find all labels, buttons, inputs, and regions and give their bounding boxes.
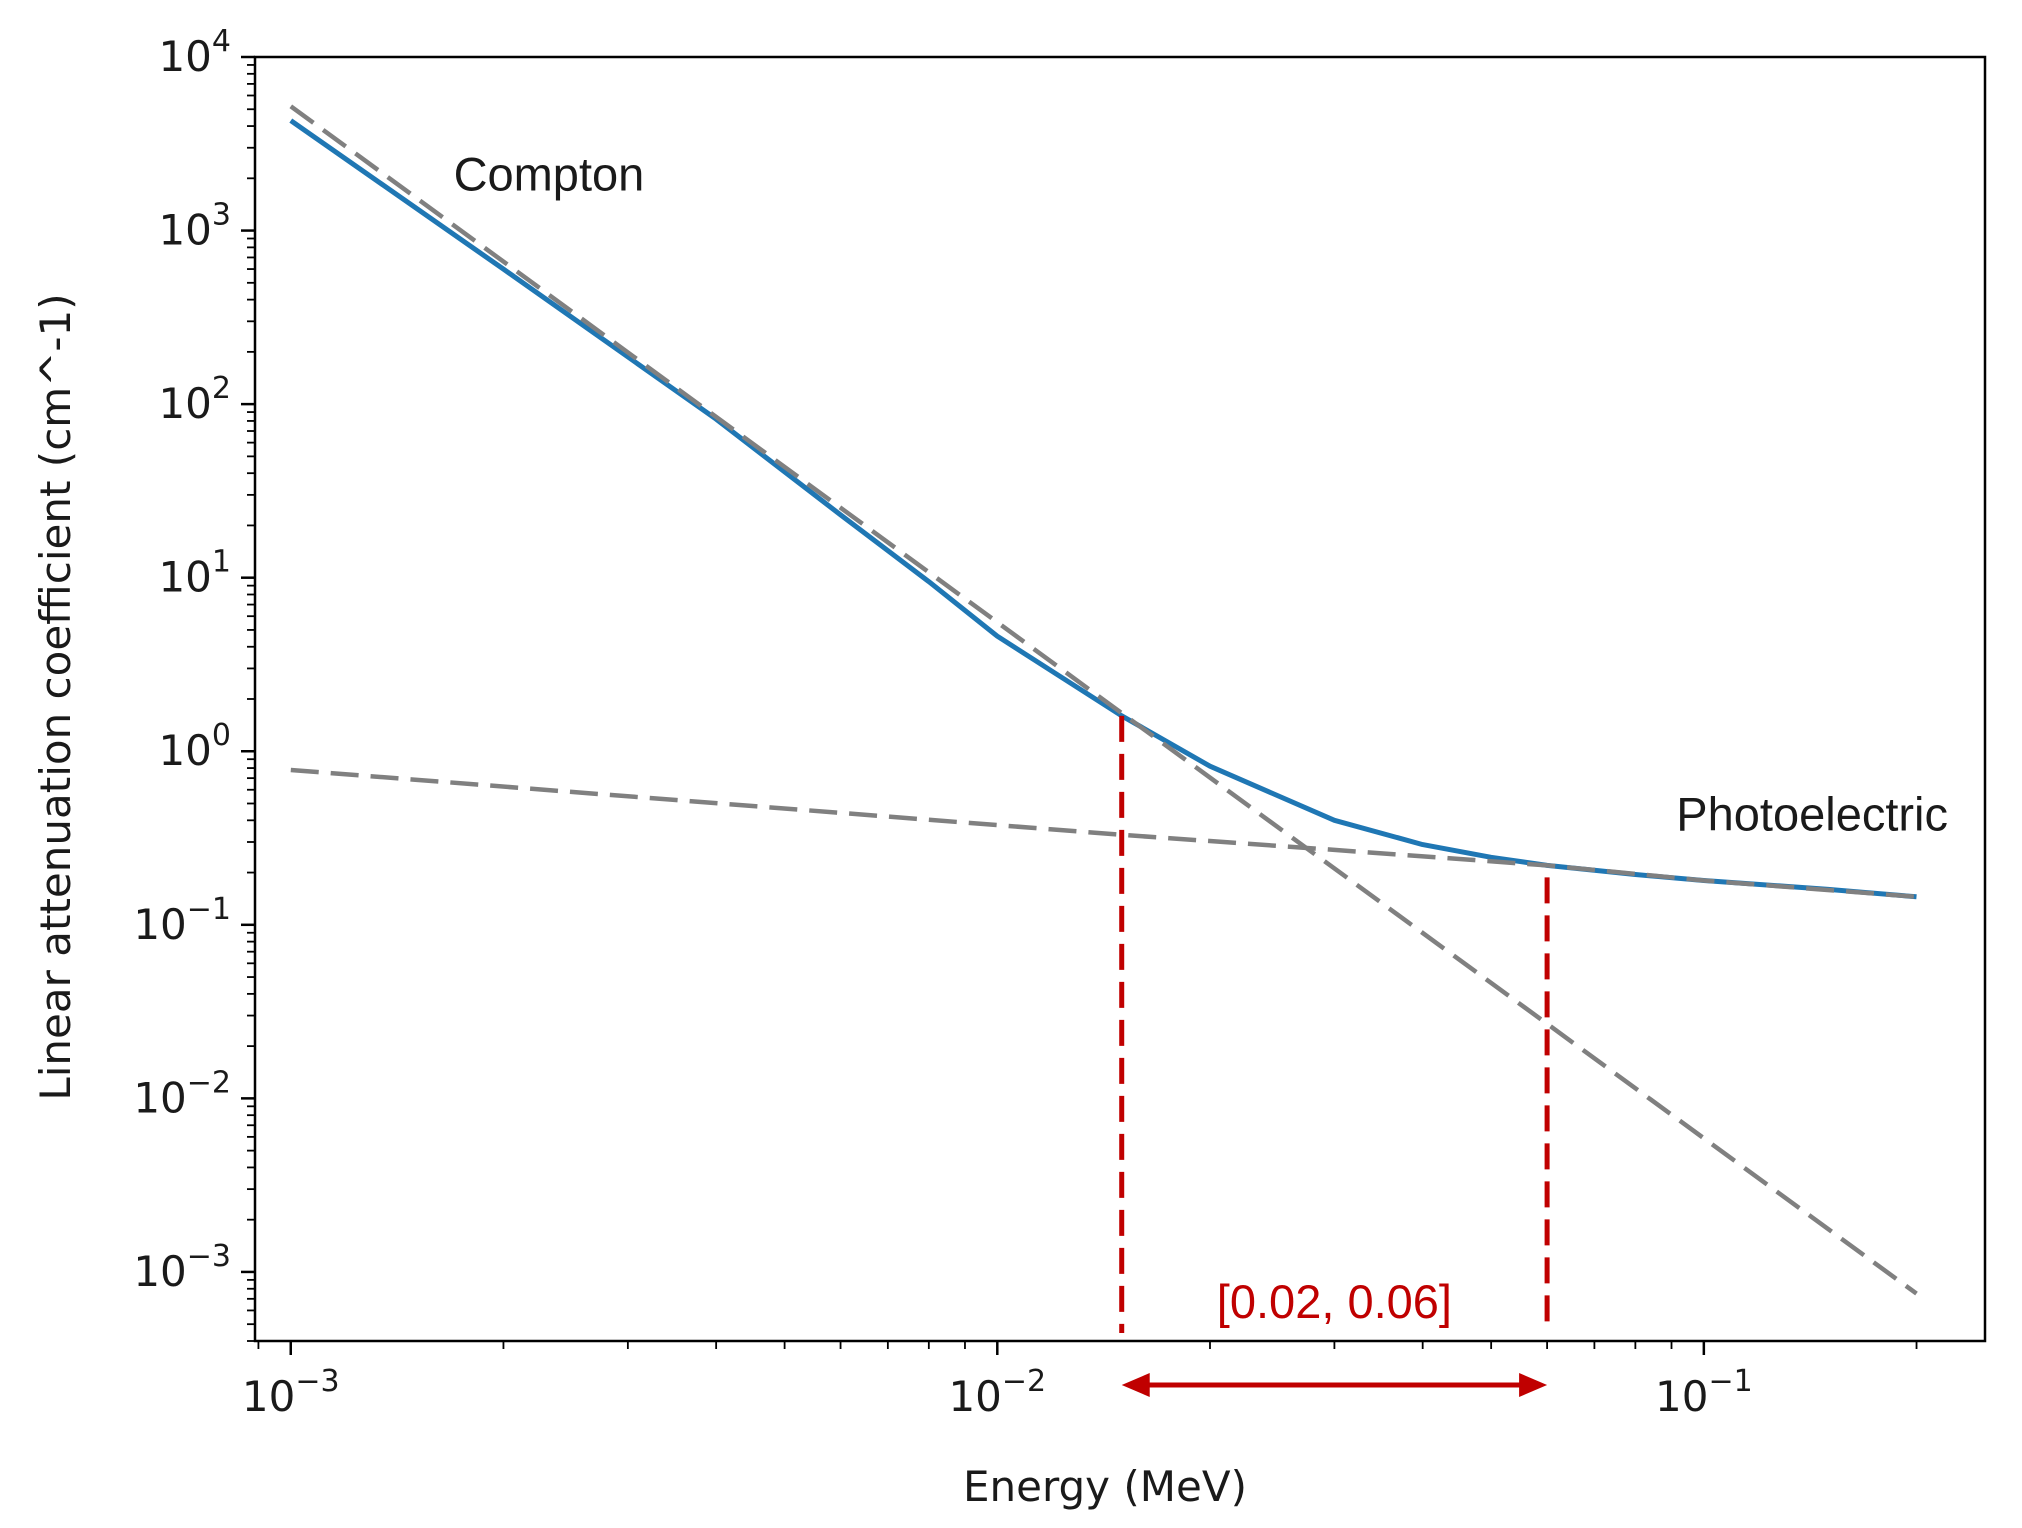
series-line-2 — [289, 104, 1918, 1296]
y-axis-ticks: 10−3 10−2 10−1 100 101 102 103 104 — [133, 24, 255, 1342]
x-tick-label: 10−3 — [242, 1364, 340, 1421]
x-tick-label: 10−2 — [948, 1364, 1046, 1421]
series-line-1 — [289, 118, 1917, 900]
x-tick-label: 10−1 — [1655, 1364, 1753, 1421]
compton-label: Compton — [454, 148, 645, 201]
y-tick-label: 10−2 — [133, 1065, 231, 1122]
y-tick-label: 102 — [158, 371, 231, 428]
series-group — [289, 104, 1918, 1296]
y-tick-label: 103 — [158, 198, 231, 255]
y-tick-label: 10−1 — [133, 892, 231, 949]
y-tick-label: 104 — [158, 24, 231, 81]
photoelectric-label: Photoelectric — [1676, 787, 1948, 840]
x-axis-ticks: 10−3 10−2 10−1 — [242, 1341, 1918, 1421]
y-axis-label: Linear attenuation coefficient (cm^-1) — [31, 293, 80, 1100]
y-tick-label: 101 — [158, 545, 231, 602]
y-tick-label: 100 — [158, 718, 231, 775]
highlight-range — [1119, 715, 1550, 1397]
x-axis-label: Energy (MeV) — [963, 1462, 1247, 1511]
range-arrow-left-head — [1121, 1373, 1150, 1397]
y-tick-label: 10−3 — [133, 1239, 231, 1296]
energy-range-label: [0.02, 0.06] — [1217, 1275, 1452, 1328]
range-arrow-right-head — [1519, 1373, 1548, 1397]
series-line-3 — [290, 767, 1917, 900]
